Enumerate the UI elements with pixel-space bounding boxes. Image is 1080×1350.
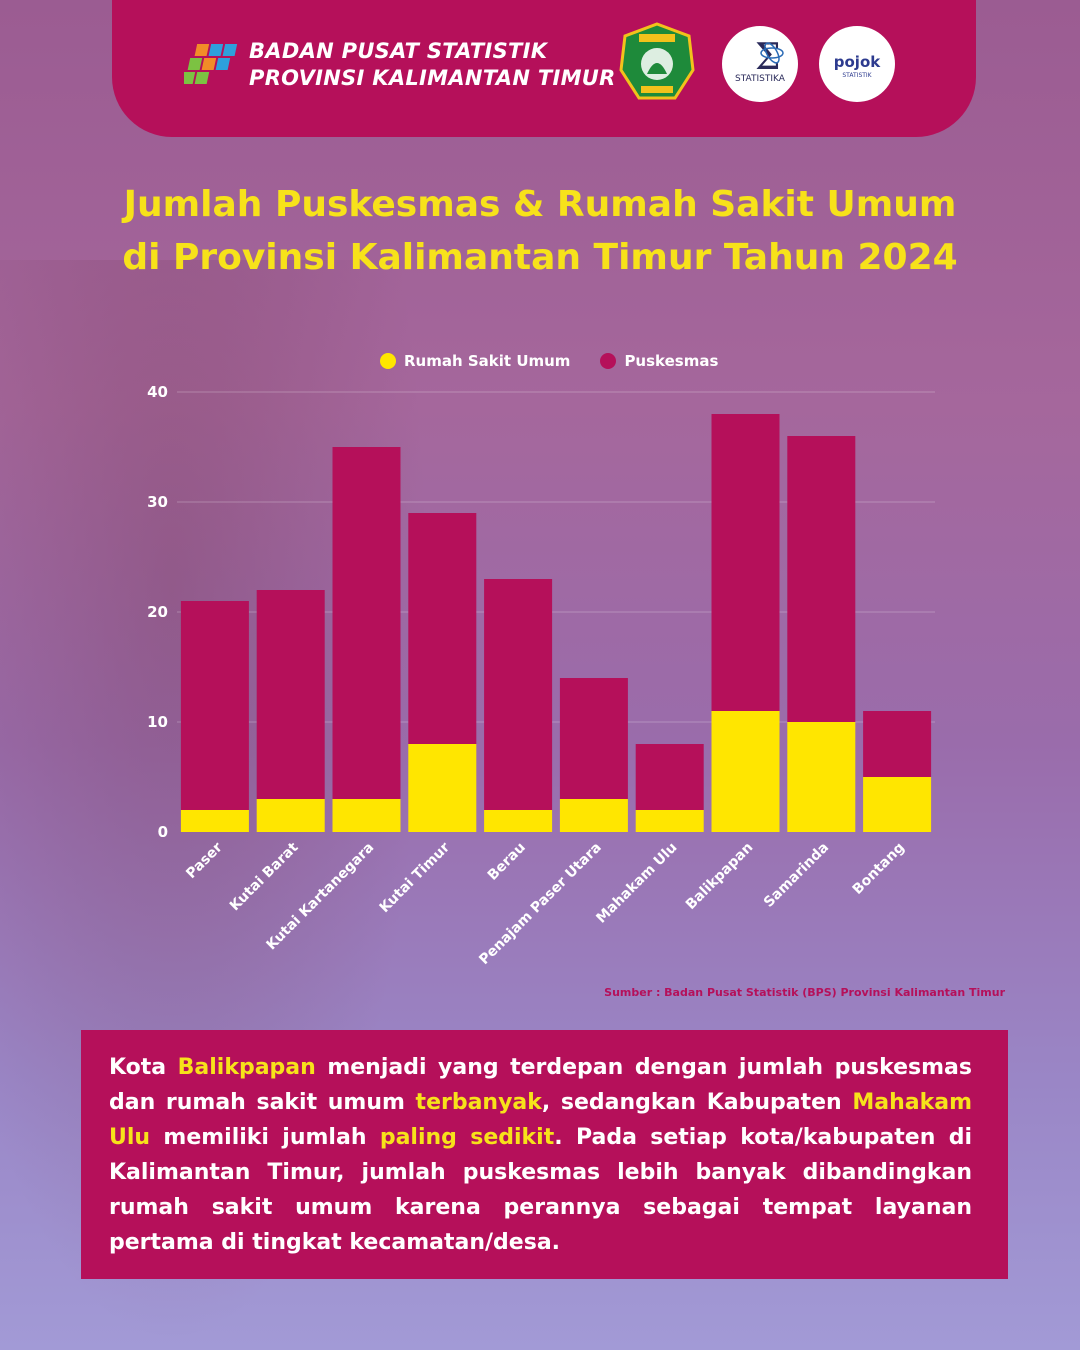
bar-rumah-sakit <box>180 810 249 832</box>
legend-swatch-puskesmas <box>600 353 617 369</box>
bar-puskesmas <box>711 414 780 711</box>
legend-label-puskesmas: Puskesmas <box>624 352 719 370</box>
kaltim-emblem-icon <box>619 22 695 100</box>
desc-text-4: memiliki jumlah <box>150 1125 380 1150</box>
bar-rumah-sakit <box>484 810 553 832</box>
x-tick-label: Berau <box>485 840 529 884</box>
legend-item-puskesmas: Puskesmas <box>600 352 718 370</box>
bar-rumah-sakit <box>256 799 325 832</box>
legend-swatch-rumah-sakit <box>380 353 396 369</box>
desc-text-2: menjadi yang terdepan dengan jumlah pusk… <box>109 1055 972 1115</box>
org-line-2: PROVINSI KALIMANTAN TIMUR <box>249 66 616 90</box>
bar-puskesmas <box>180 601 249 810</box>
x-tick-label: Mahakam Ulu <box>593 840 680 927</box>
bar-puskesmas <box>256 590 325 799</box>
org-line-1: BADAN PUSAT STATISTIK <box>249 39 548 63</box>
bar-puskesmas <box>787 436 856 722</box>
desc-highlight-mahakam-ulu: Mahakam Ulu <box>109 1090 972 1150</box>
statistika-logo: Σ STATISTIKA <box>722 26 798 102</box>
title-line-1: Jumlah Puskesmas & Rumah Sakit Umum <box>123 184 957 225</box>
bar-rumah-sakit <box>408 744 477 832</box>
organization-name: BADAN PUSAT STATISTIK PROVINSI KALIMANTA… <box>249 38 616 92</box>
desc-highlight-balikpapan: Balikpapan <box>177 1055 316 1080</box>
y-tick-label: 0 <box>158 823 168 841</box>
y-tick-label: 10 <box>147 713 168 731</box>
y-tick-label: 20 <box>147 603 168 621</box>
bar-rumah-sakit <box>787 722 856 832</box>
bar-puskesmas <box>635 744 704 810</box>
bar-rumah-sakit <box>863 777 932 832</box>
bar-rumah-sakit <box>559 799 628 832</box>
desc-highlight-paling-sedikit: paling sedikit <box>379 1125 555 1150</box>
description-paragraph: Kota Balikpapan menjadi yang terdepan de… <box>109 1050 972 1260</box>
y-tick-label: 30 <box>147 493 168 511</box>
title-line-2: di Provinsi Kalimantan Timur Tahun 2024 <box>122 237 958 278</box>
legend-item-rumah-sakit: Rumah Sakit Umum <box>380 352 570 370</box>
description-box: Kota Balikpapan menjadi yang terdepan de… <box>81 1030 1008 1279</box>
x-tick-label: Samarinda <box>761 840 832 911</box>
statistika-label: STATISTIKA <box>735 74 786 84</box>
x-tick-label: Balikpapan <box>683 840 756 913</box>
pojok-sub-label: STATISTIK <box>842 72 872 79</box>
x-tick-label: Bontang <box>850 840 908 898</box>
bar-rumah-sakit <box>332 799 401 832</box>
bar-puskesmas <box>559 678 628 799</box>
pojok-statistik-logo: pojok STATISTIK <box>819 26 895 102</box>
bar-rumah-sakit <box>635 810 704 832</box>
source-note: Sumber : Badan Pusat Statistik (BPS) Pro… <box>604 986 1005 999</box>
desc-text-1: Kota <box>109 1055 178 1080</box>
pojok-statistik-logo-icon: pojok STATISTIK <box>834 53 881 79</box>
bar-puskesmas <box>484 579 553 810</box>
bar-rumah-sakit <box>711 711 780 832</box>
x-tick-label: Penajam Paser Utara <box>476 840 604 968</box>
desc-text-3: , sedangkan Kabupaten <box>541 1090 853 1115</box>
chart-legend: Rumah Sakit Umum Puskesmas <box>380 352 748 370</box>
desc-highlight-terbanyak: terbanyak <box>415 1090 542 1115</box>
bar-puskesmas <box>408 513 477 744</box>
statistika-logo-icon: Σ STATISTIKA <box>735 37 786 84</box>
bar-puskesmas <box>863 711 932 777</box>
header-banner: BADAN PUSAT STATISTIK PROVINSI KALIMANTA… <box>112 0 976 137</box>
y-tick-label: 40 <box>147 383 168 401</box>
pojok-label: pojok <box>834 53 881 71</box>
x-tick-label: Paser <box>183 839 226 882</box>
x-tick-label: Kutai Timur <box>377 839 454 916</box>
bps-logo-icon <box>184 44 238 84</box>
page-title: Jumlah Puskesmas & Rumah Sakit Umum di P… <box>0 178 1080 284</box>
legend-label-rumah-sakit: Rumah Sakit Umum <box>404 352 571 370</box>
x-tick-label: Kutai Barat <box>227 839 302 914</box>
desc-text-5: . Pada setiap kota/kabupaten di Kalimant… <box>109 1125 972 1255</box>
bar-puskesmas <box>332 447 401 799</box>
